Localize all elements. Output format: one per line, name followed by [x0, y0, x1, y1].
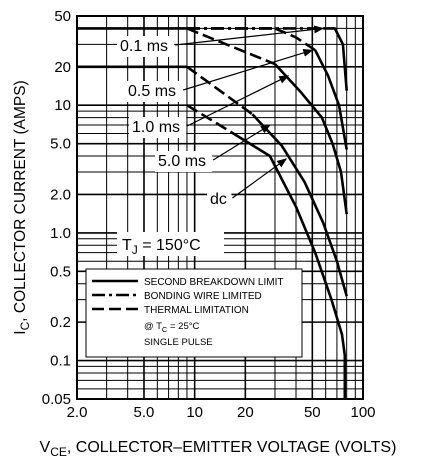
condition-label-bg: [117, 232, 224, 256]
legend-note-main: @ T: [144, 321, 162, 332]
curve-segment-solid: [323, 27, 348, 91]
y-axis-label-subscript: C: [18, 321, 32, 330]
x-axis-label-subscript: CE: [50, 445, 67, 459]
curve-5-0-ms: [77, 65, 348, 297]
curve-1-0-ms: [186, 27, 348, 215]
condition-rest: = 150°C: [138, 237, 201, 254]
x-axis-label: VCE, COLLECTOR–EMITTER VOLTAGE (VOLTS): [40, 439, 397, 459]
curves-group: [77, 27, 348, 399]
annotation-label: dc: [210, 191, 227, 208]
y-tick-label: 0.05: [42, 391, 71, 408]
annotation-arrow: [186, 75, 290, 127]
legend-note-subscript: C: [162, 325, 168, 334]
x-tick-label: 5.0: [134, 404, 155, 421]
x-tick-label: 50: [304, 404, 321, 421]
condition-subscript: J: [132, 243, 138, 257]
y-axis-label-rest: , COLLECTOR CURRENT (AMPS): [12, 80, 29, 321]
x-tick-label: 2.0: [67, 404, 88, 421]
curve-segment-solid: [314, 49, 348, 150]
curve-segment-solid: [232, 132, 347, 399]
legend-box: [85, 268, 303, 358]
plot-frame: [76, 15, 364, 400]
legend-note: SINGLE PULSE: [144, 337, 213, 348]
y-tick-label: 50: [54, 8, 71, 25]
curve-segment-solid: [274, 63, 348, 215]
curve-segment-dashed: [186, 65, 254, 116]
curve-segment-dashed: [274, 27, 316, 52]
curve-segment-solid: [251, 113, 348, 297]
curve-segment-dashed: [186, 27, 276, 66]
annotation-label: 1.0 ms: [132, 119, 180, 136]
annotation-arrow: [183, 48, 314, 91]
y-tick-label: 2.0: [50, 186, 71, 203]
legend: SECOND BREAKDOWN LIMIT BONDING WIRE LIMIT…: [85, 268, 303, 358]
x-tick-labels: 2.0 5.0 10 20 50 100: [67, 404, 376, 421]
condition-label-group: TJ = 150°C: [117, 232, 224, 257]
x-tick-label: 20: [237, 404, 254, 421]
legend-note: @ TC = 25°C: [144, 321, 200, 334]
y-axis-label: IC, COLLECTOR CURRENT (AMPS): [12, 80, 32, 334]
y-tick-label: 0.2: [50, 314, 71, 331]
curve-0-5-ms: [187, 27, 348, 150]
annotation-label-bg: [117, 36, 175, 57]
x-tick-label: 100: [350, 404, 375, 421]
annotation-label: 5.0 ms: [158, 153, 206, 170]
x-axis-label-rest: , COLLECTOR–EMITTER VOLTAGE (VOLTS): [67, 439, 397, 456]
y-tick-label: 20: [54, 59, 71, 76]
annotation-label-bg: [125, 81, 183, 102]
y-tick-label: 5.0: [50, 136, 71, 153]
annotation-arrow: [175, 25, 325, 46]
x-tick-label: 10: [186, 404, 203, 421]
y-tick-label: 10: [54, 97, 71, 114]
curve-0-1-ms: [77, 27, 348, 91]
annotation-label: 0.1 ms: [120, 38, 168, 55]
annotation-label-backgrounds: [117, 36, 232, 210]
annotation-labels: 0.1 ms 0.5 ms 1.0 ms 5.0 ms dc: [120, 38, 227, 208]
y-axis-label-main: I: [12, 330, 29, 334]
annotation-arrow: [212, 124, 271, 161]
curve-dc: [186, 104, 347, 399]
legend-entry-label: BONDING WIRE LIMITED: [144, 291, 262, 302]
legend-entry-label: THERMAL LIMITATION: [144, 305, 249, 316]
legend-note-main: SINGLE PULSE: [144, 337, 213, 348]
annotation-label-bg: [155, 151, 213, 172]
annotation-label-bg: [129, 117, 187, 138]
y-tick-labels: 0.05 0.1 0.2 0.5 1.0 2.0 5.0 10 20 50: [42, 8, 71, 408]
y-tick-label: 1.0: [50, 225, 71, 242]
annotation-arrows: [175, 25, 325, 199]
annotation-label: 0.5 ms: [128, 83, 176, 100]
y-tick-label: 0.5: [50, 263, 71, 280]
legend-note-rest: = 25°C: [167, 321, 199, 332]
legend-entry-label: SECOND BREAKDOWN LIMIT: [144, 277, 283, 288]
annotation-label-bg: [207, 189, 232, 210]
condition-label: TJ = 150°C: [122, 237, 201, 257]
y-tick-label: 0.1: [50, 353, 71, 370]
condition-main: T: [122, 237, 132, 254]
annotation-arrow: [232, 158, 288, 199]
curve-segment-dashed: [186, 104, 235, 135]
x-axis-label-main: V: [40, 439, 51, 456]
